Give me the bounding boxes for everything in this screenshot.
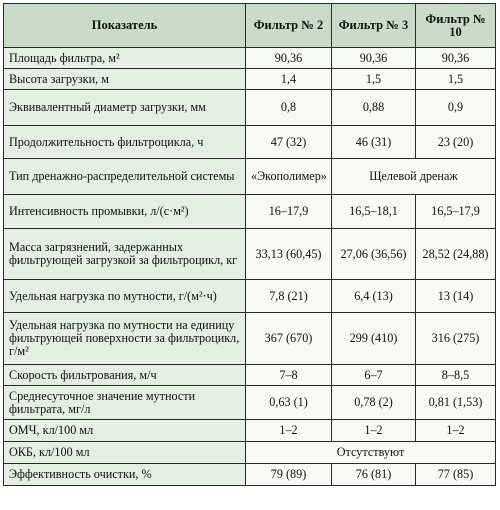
header-filter-2: Фильтр № 2 bbox=[245, 3, 332, 48]
filter-comparison-table: Показатель Фильтр № 2 Фильтр № 3 Фильтр … bbox=[3, 3, 496, 486]
cell-value: 13 (14) bbox=[415, 279, 496, 313]
cell-value: 367 (670) bbox=[245, 312, 332, 365]
cell-value: 0,63 (1) bbox=[245, 385, 332, 420]
row-label: Интенсивность промывки, л/(с·м²) bbox=[3, 194, 246, 229]
cell-value: 1,4 bbox=[245, 68, 332, 90]
cell-value: 33,13 (60,45) bbox=[245, 228, 332, 280]
row-label: Эквивалентный диаметр загрузки, мм bbox=[3, 89, 246, 126]
table-row: Интенсивность промывки, л/(с·м²) 16–17,9… bbox=[3, 194, 496, 229]
table-row: Продолжительность фильтроцикла, ч 47 (32… bbox=[3, 125, 496, 159]
cell-value: 0,88 bbox=[331, 89, 416, 126]
cell-value: 16,5–18,1 bbox=[331, 194, 416, 229]
table-row: ОКБ, кл/100 мл Отсутствуют bbox=[3, 441, 496, 464]
cell-value: 0,8 bbox=[245, 89, 332, 126]
cell-value: 46 (31) bbox=[331, 125, 416, 159]
header-filter-10: Фильтр № 10 bbox=[415, 3, 496, 48]
row-label: Удельная нагрузка по мутности, г/(м²·ч) bbox=[3, 279, 246, 313]
cell-value: 6–7 bbox=[331, 364, 416, 386]
row-label: Тип дренажно-распределительной системы bbox=[3, 158, 246, 195]
row-label: Удельная нагрузка по мутности на единицу… bbox=[3, 312, 246, 365]
row-label: ОКБ, кл/100 мл bbox=[3, 441, 246, 464]
cell-value: 77 (85) bbox=[415, 463, 496, 486]
cell-value: 8–8,5 bbox=[415, 364, 496, 386]
row-label: Высота загрузки, м bbox=[3, 68, 246, 90]
cell-value: 79 (89) bbox=[245, 463, 332, 486]
table-row: Эффективность очистки, % 79 (89) 76 (81)… bbox=[3, 463, 496, 486]
table-row: Высота загрузки, м 1,4 1,5 1,5 bbox=[3, 68, 496, 90]
data-table-container: Показатель Фильтр № 2 Фильтр № 3 Фильтр … bbox=[3, 3, 496, 507]
cell-value: 316 (275) bbox=[415, 312, 496, 365]
table-row: Удельная нагрузка по мутности, г/(м²·ч) … bbox=[3, 279, 496, 313]
row-label: Эффективность очистки, % bbox=[3, 463, 246, 486]
header-row: Показатель Фильтр № 2 Фильтр № 3 Фильтр … bbox=[3, 3, 496, 48]
table-row: Площадь фильтра, м² 90,36 90,36 90,36 bbox=[3, 47, 496, 69]
row-label: Среднесуточное значение мутности фильтра… bbox=[3, 385, 246, 420]
cell-value: 7–8 bbox=[245, 364, 332, 386]
cell-value: 27,06 (36,56) bbox=[331, 228, 416, 280]
cell-value: 7,8 (21) bbox=[245, 279, 332, 313]
cell-value: 47 (32) bbox=[245, 125, 332, 159]
cell-value: 90,36 bbox=[331, 47, 416, 69]
cell-value: 0,81 (1,53) bbox=[415, 385, 496, 420]
row-label: ОМЧ, кл/100 мл bbox=[3, 419, 246, 442]
row-label: Продолжительность фильтроцикла, ч bbox=[3, 125, 246, 159]
cell-value: 6,4 (13) bbox=[331, 279, 416, 313]
cell-value-merged: Отсутствуют bbox=[245, 441, 496, 464]
cell-value: 0,78 (2) bbox=[331, 385, 416, 420]
cell-value: 28,52 (24,88) bbox=[415, 228, 496, 280]
cell-value: 1–2 bbox=[245, 419, 332, 442]
cell-value: 1–2 bbox=[331, 419, 416, 442]
cell-value: 16,5–17,9 bbox=[415, 194, 496, 229]
table-row: ОМЧ, кл/100 мл 1–2 1–2 1–2 bbox=[3, 419, 496, 442]
table-row: Удельная нагрузка по мутности на единицу… bbox=[3, 312, 496, 365]
row-label: Площадь фильтра, м² bbox=[3, 47, 246, 69]
cell-value: 1–2 bbox=[415, 419, 496, 442]
table-row: Скорость фильтрования, м/ч 7–8 6–7 8–8,5 bbox=[3, 364, 496, 386]
table-row: Тип дренажно-распределительной системы «… bbox=[3, 158, 496, 195]
cell-value: 299 (410) bbox=[331, 312, 416, 365]
table-row: Среднесуточное значение мутности фильтра… bbox=[3, 385, 496, 420]
table-row: Масса загрязнений, задержанных фильтрующ… bbox=[3, 228, 496, 280]
cell-value-merged: Щелевой дренаж bbox=[331, 158, 496, 195]
cell-value: «Экополимер» bbox=[245, 158, 332, 195]
cell-value: 76 (81) bbox=[331, 463, 416, 486]
cell-value: 0,9 bbox=[415, 89, 496, 126]
cell-value: 1,5 bbox=[331, 68, 416, 90]
cell-value: 90,36 bbox=[245, 47, 332, 69]
cell-value: 1,5 bbox=[415, 68, 496, 90]
row-label: Масса загрязнений, задержанных фильтрующ… bbox=[3, 228, 246, 280]
row-label: Скорость фильтрования, м/ч bbox=[3, 364, 246, 386]
cell-value: 16–17,9 bbox=[245, 194, 332, 229]
header-filter-3: Фильтр № 3 bbox=[331, 3, 416, 48]
cell-value: 90,36 bbox=[415, 47, 496, 69]
header-indicator: Показатель bbox=[3, 3, 246, 48]
table-row: Эквивалентный диаметр загрузки, мм 0,8 0… bbox=[3, 89, 496, 126]
cell-value: 23 (20) bbox=[415, 125, 496, 159]
